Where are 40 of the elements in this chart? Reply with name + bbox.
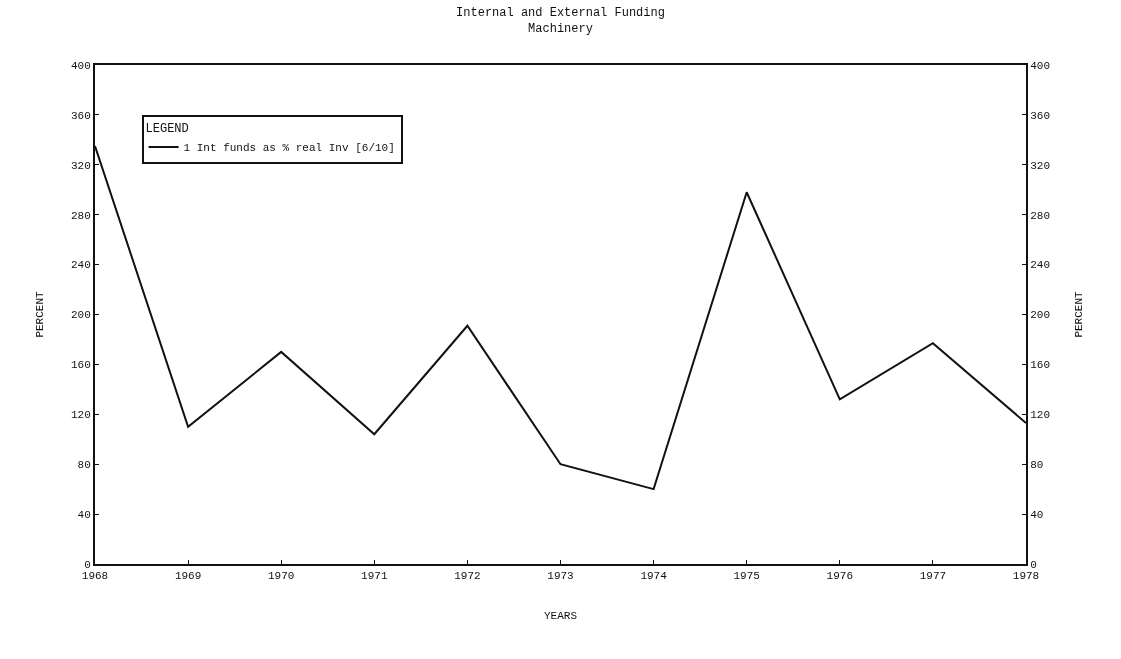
legend-label: 1 Int funds as % real Inv [6/10]	[183, 142, 395, 155]
y-tick-label: 400	[70, 59, 91, 72]
x-tick-label: 1977	[919, 570, 947, 583]
x-tick-label: 1970	[268, 570, 295, 583]
y2-tick-label: 0	[1030, 558, 1037, 571]
y-tick-label: 360	[70, 109, 91, 122]
y2-tick-label: 200	[1030, 309, 1051, 322]
x-tick-label: 1974	[640, 570, 668, 583]
x-tick-label: 1973	[547, 570, 574, 583]
y-axis-title: PERCENT	[34, 291, 47, 338]
y-tick-label: 80	[77, 459, 91, 472]
y2-tick-label: 320	[1030, 159, 1051, 172]
y-tick-label: 280	[70, 209, 91, 222]
chart-subtitle: Machinery	[528, 22, 593, 37]
y2-tick-label: 280	[1030, 209, 1051, 222]
x-tick-label: 1968	[81, 570, 109, 583]
x-tick-label: 1978	[1012, 570, 1040, 583]
y2-tick-label: 400	[1030, 59, 1051, 72]
y2-tick-label: 160	[1030, 359, 1051, 372]
y2-axis-title: PERCENT	[1072, 291, 1085, 338]
x-tick-label: 1969	[174, 570, 202, 583]
y-tick-label: 240	[70, 259, 91, 272]
x-axis-title: YEARS	[543, 609, 578, 622]
x-tick-label: 1971	[361, 570, 388, 583]
legend-title: LEGEND	[145, 122, 189, 137]
y-tick-label: 320	[70, 159, 91, 172]
y-tick-label: 120	[70, 409, 91, 422]
x-tick-label: 1972	[454, 570, 481, 583]
y2-tick-label: 360	[1030, 109, 1051, 122]
y-tick-label: 0	[84, 558, 91, 571]
x-tick-label: 1976	[826, 570, 853, 583]
y2-tick-label: 240	[1030, 259, 1051, 272]
y2-tick-label: 80	[1030, 459, 1044, 472]
y-tick-label: 200	[70, 309, 91, 322]
y-tick-label: 40	[77, 508, 91, 521]
y2-tick-label: 40	[1030, 508, 1044, 521]
y2-tick-label: 120	[1030, 409, 1051, 422]
y-tick-label: 160	[70, 359, 91, 372]
x-tick-label: 1975	[733, 570, 760, 583]
chart-title: Internal and External Funding	[456, 6, 665, 21]
